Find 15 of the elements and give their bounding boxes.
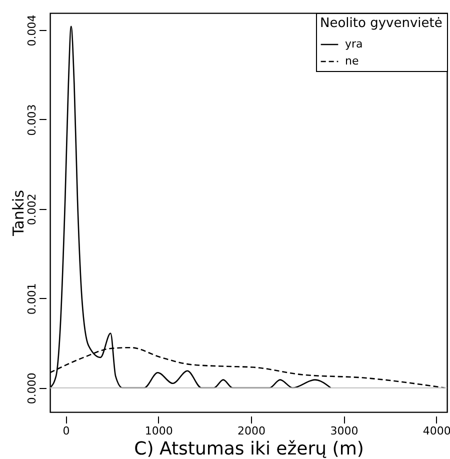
legend-label: yra — [345, 38, 363, 50]
legend-label: ne — [345, 54, 359, 68]
x-tick-label: 1000 — [144, 424, 173, 438]
y-tick-label: 0.003 — [26, 104, 38, 136]
x-tick-label: 2000 — [238, 424, 266, 438]
x-tick-label: 4000 — [422, 424, 450, 438]
y-axis-title: Tankis — [10, 190, 28, 238]
y-tick-label: 0.002 — [26, 194, 38, 226]
x-tick-label: 3000 — [330, 424, 358, 438]
legend-title: Neolito gyvenvietė — [320, 16, 442, 31]
y-tick-label: 0.004 — [26, 14, 38, 46]
x-axis-title: C) Atstumas iki ežerų (m) — [134, 438, 364, 459]
x-tick-label: 0 — [62, 424, 70, 438]
y-tick-label: 0.001 — [26, 283, 38, 315]
y-tick-label: 0.000 — [26, 372, 38, 404]
